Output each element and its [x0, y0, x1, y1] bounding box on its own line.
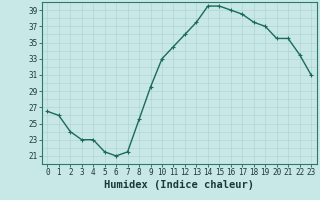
X-axis label: Humidex (Indice chaleur): Humidex (Indice chaleur) [104, 180, 254, 190]
